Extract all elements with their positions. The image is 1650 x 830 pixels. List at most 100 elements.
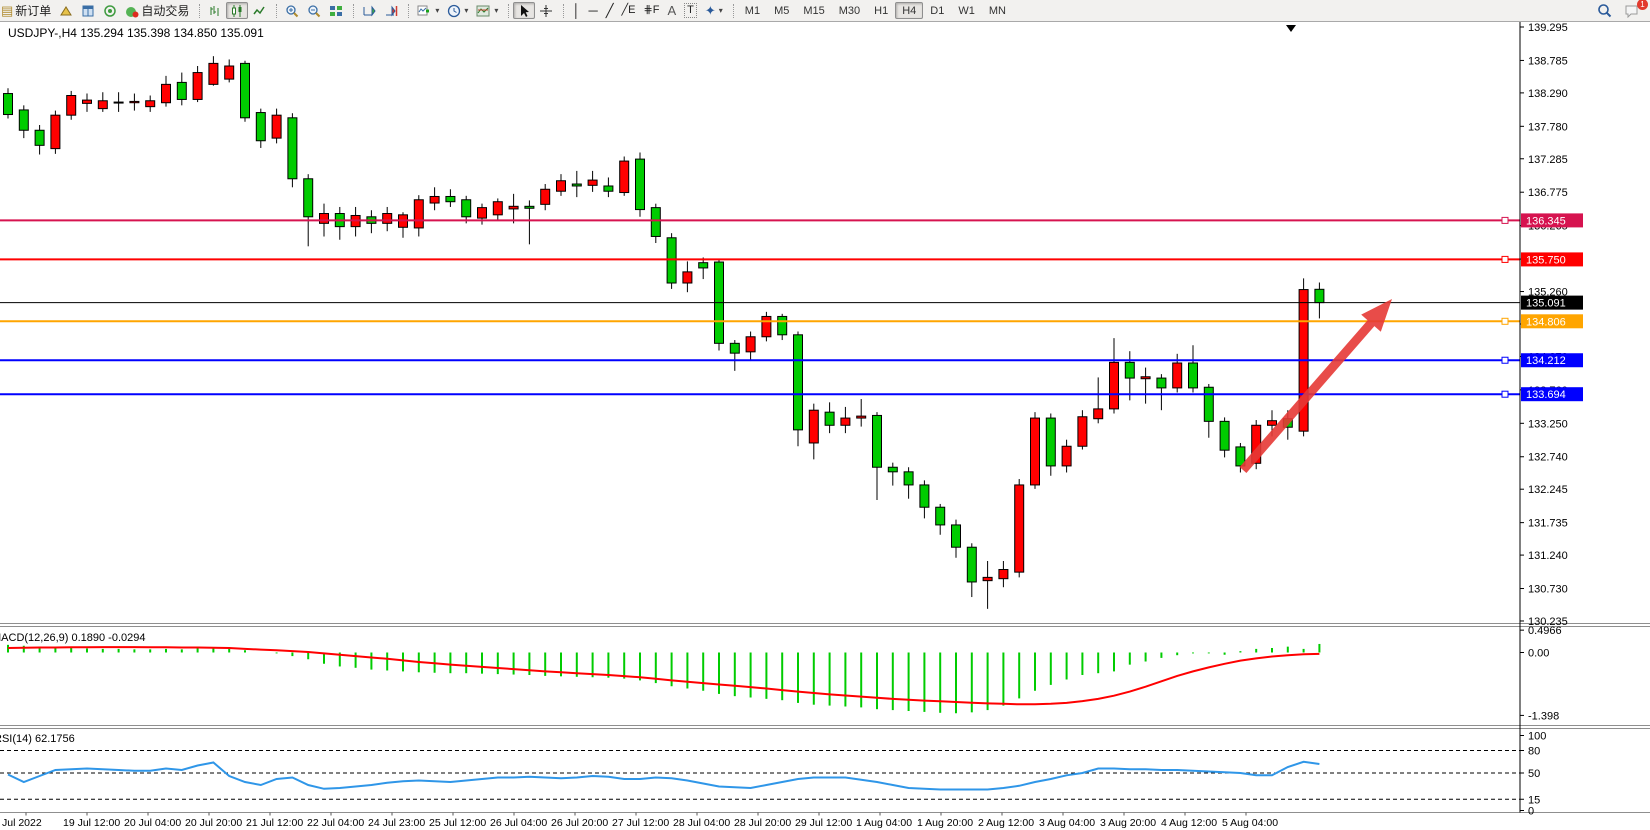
candlestick xyxy=(240,62,250,119)
bar-chart-button[interactable] xyxy=(204,2,226,19)
candlestick xyxy=(1030,417,1040,486)
time-axis-label: 19 Jul 12:00 xyxy=(63,817,120,829)
line-chart-button[interactable] xyxy=(248,2,270,19)
candlestick xyxy=(619,160,630,194)
line-handle[interactable] xyxy=(1501,317,1509,325)
auto-trading-button[interactable]: 自动交易 xyxy=(121,2,193,19)
candlestick xyxy=(650,207,661,237)
timeframe-m15-button[interactable]: M15 xyxy=(803,4,825,17)
auto-scroll-button[interactable] xyxy=(358,2,380,19)
price-tick-label: 130.235 xyxy=(1528,616,1568,628)
candlestick xyxy=(34,129,45,146)
zoom-in-button[interactable] xyxy=(281,2,303,19)
candlestick xyxy=(18,109,29,131)
svg-text:135.091: 135.091 xyxy=(1526,298,1566,310)
chart-shift-button[interactable] xyxy=(380,2,402,19)
chart-area[interactable]: 139.295 138.785 138.290 137.780 137.285 136.7… xyxy=(0,21,1650,830)
timeframe-h4-button[interactable]: H4 xyxy=(895,2,924,19)
candlestick xyxy=(919,484,930,508)
notification-badge: 1 xyxy=(1637,0,1648,10)
candlestick xyxy=(635,158,645,211)
svg-text:133.694: 133.694 xyxy=(1526,389,1566,401)
candlestick xyxy=(824,411,835,426)
timeframe-m30-button[interactable]: M30 xyxy=(838,4,861,17)
price-tick-label: 131.240 xyxy=(1528,550,1568,562)
timeframe-w1-button[interactable]: W1 xyxy=(958,4,975,17)
bar-chart-icon xyxy=(210,5,219,16)
price-level-label xyxy=(1521,314,1583,329)
price-tick-label: 132.245 xyxy=(1528,484,1568,496)
shapes-tool-button[interactable]: ✦ ▾ xyxy=(701,2,727,19)
shapes-dropdown-icon: ▾ xyxy=(718,6,723,15)
rsi-tick-label: 15 xyxy=(1528,794,1540,806)
label-tool-button[interactable]: T xyxy=(680,2,701,19)
crosshair-icon xyxy=(540,4,553,17)
candlestick xyxy=(508,205,519,210)
data-window-button[interactable] xyxy=(77,2,99,19)
price-level-label xyxy=(1521,387,1583,402)
candlestick xyxy=(587,179,598,186)
periods-button[interactable]: ▾ xyxy=(443,2,472,19)
price-level-label xyxy=(1521,353,1583,368)
search-button[interactable] xyxy=(1593,2,1616,19)
time-axis-label: 3 Aug 04:00 xyxy=(1039,817,1095,829)
candlestick xyxy=(82,99,92,104)
candlestick xyxy=(903,471,914,486)
text-tool-button[interactable]: A xyxy=(663,2,680,19)
channel-tool-button[interactable]: ╱E xyxy=(618,2,640,19)
horizontal-line-tool-button[interactable]: ─ xyxy=(585,2,602,19)
candlestick xyxy=(1109,361,1119,410)
vertical-line-tool-button[interactable]: │ xyxy=(568,2,584,19)
candlestick xyxy=(1124,361,1135,379)
timeframe-m1-button[interactable]: M1 xyxy=(744,4,761,17)
macd-tick-label: -1.398 xyxy=(1528,710,1559,722)
chart-end-marker[interactable] xyxy=(1286,25,1296,32)
candlestick xyxy=(856,415,867,419)
time-axis-label: 1 Aug 20:00 xyxy=(917,817,973,829)
candlestick-chart-icon xyxy=(232,4,242,17)
new-order-button[interactable]: ▤ 新订单 xyxy=(0,2,55,19)
fibonacci-tool-button[interactable]: ⋕F xyxy=(640,2,664,19)
line-handle[interactable] xyxy=(1501,255,1509,263)
crosshair-tool-button[interactable] xyxy=(535,2,557,19)
price-tick-label: 135.260 xyxy=(1528,287,1568,299)
candlestick xyxy=(1314,288,1325,304)
price-tick-label: 136.775 xyxy=(1528,187,1568,199)
timeframe-mn-button[interactable]: MN xyxy=(988,4,1006,17)
line-handle[interactable] xyxy=(1501,390,1509,398)
timeframe-m5-button[interactable]: M5 xyxy=(774,4,790,17)
svg-text:135.750: 135.750 xyxy=(1526,254,1566,266)
candlestick xyxy=(998,569,1009,580)
time-axis-label: 26 Jul 20:00 xyxy=(551,817,608,829)
trend-arrow-annotation[interactable] xyxy=(1239,299,1392,473)
zoom-out-button[interactable] xyxy=(303,2,325,19)
candlestick xyxy=(1156,377,1167,389)
timeframe-d1-button[interactable]: D1 xyxy=(930,4,945,17)
trendline-tool-button[interactable]: ╱ xyxy=(602,2,618,19)
candlestick xyxy=(224,65,235,80)
candlestick xyxy=(287,117,298,180)
candlestick-chart-button[interactable] xyxy=(226,2,249,19)
timeframe-h1-button[interactable]: H1 xyxy=(874,4,889,17)
time-axis-label: 20 Jul 20:00 xyxy=(185,817,242,829)
line-handle[interactable] xyxy=(1501,356,1509,364)
candlestick xyxy=(603,185,614,192)
price-tick-label: 138.785 xyxy=(1528,55,1568,67)
vertical-line-icon: │ xyxy=(572,3,581,18)
candlestick xyxy=(1014,484,1025,573)
new-chart-button[interactable]: ▾ xyxy=(413,2,443,19)
navigator-button[interactable] xyxy=(99,2,121,19)
candlestick xyxy=(571,183,582,187)
cursor-tool-button[interactable] xyxy=(513,2,536,19)
shapes-icon: ✦ xyxy=(704,3,716,18)
line-handle[interactable] xyxy=(1501,216,1509,224)
tile-windows-button[interactable] xyxy=(325,2,347,19)
candlestick xyxy=(50,114,61,150)
chart-canvas[interactable]: 139.295 138.785 138.290 137.780 137.285 136.7… xyxy=(0,21,1650,830)
template-button[interactable]: ▾ xyxy=(472,2,502,19)
search-icon xyxy=(1598,4,1612,18)
notifications-button[interactable]: 1 xyxy=(1620,0,1648,19)
candlestick xyxy=(524,205,535,209)
market-watch-button[interactable] xyxy=(55,2,77,19)
